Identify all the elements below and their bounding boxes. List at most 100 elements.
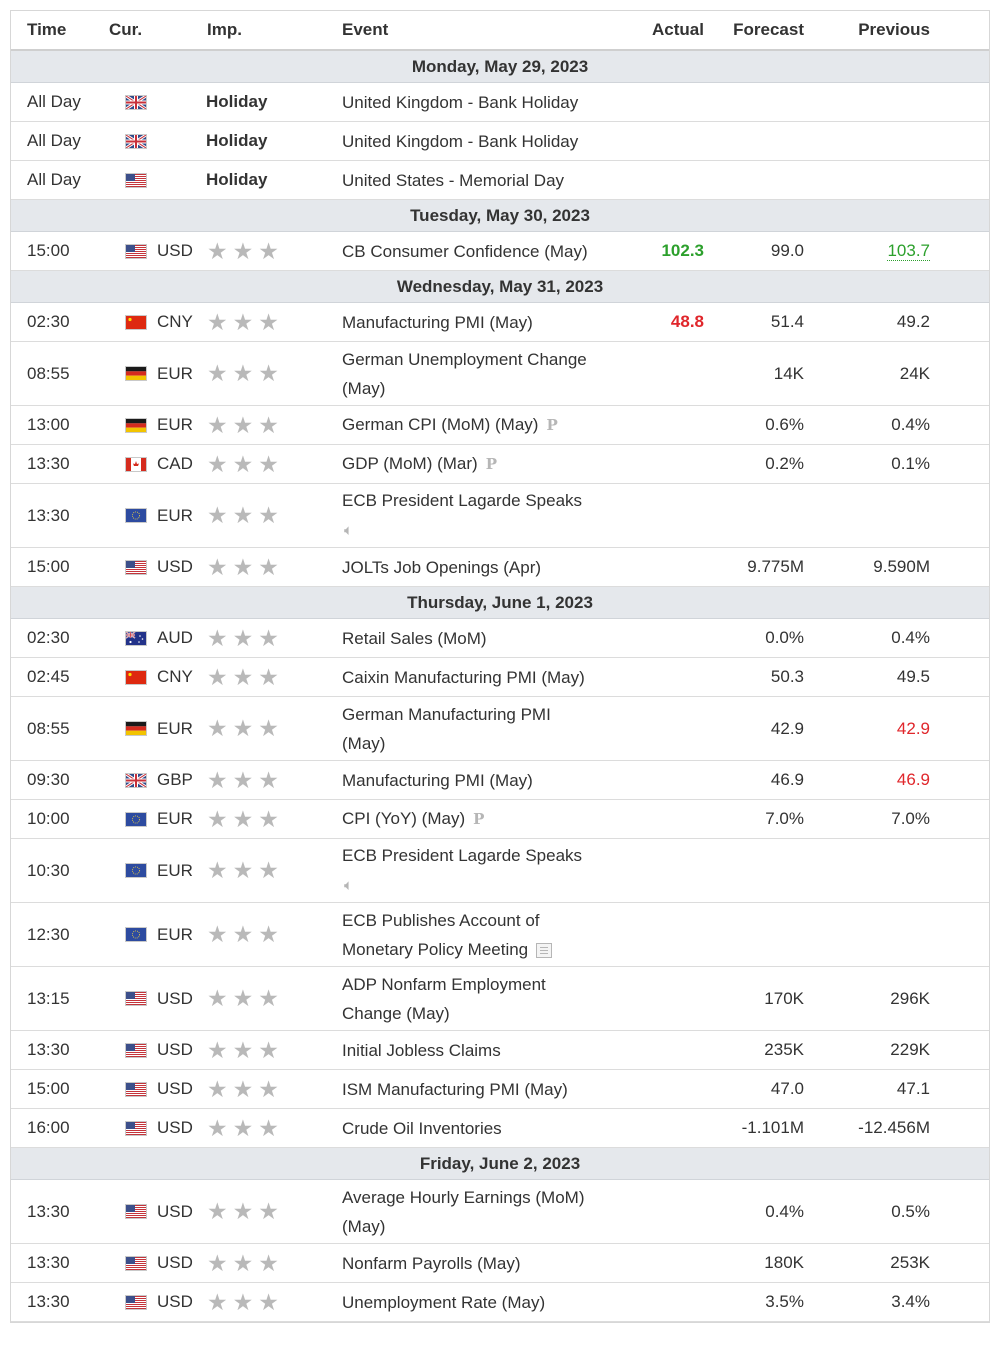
table-row[interactable]: 15:00 USD ★ ★ ★ ISM Manufacturing PMI (May) 47…: [11, 1070, 989, 1109]
event-name[interactable]: ECB Publishes Account of Monetary Policy …: [342, 906, 626, 964]
event-name[interactable]: Crude Oil Inventories: [342, 1114, 626, 1143]
table-row[interactable]: 02:45 CNY ★ ★ ★ Caixin Manufacturing PMI (May…: [11, 658, 989, 697]
table-row[interactable]: 13:30 USD ★ ★ ★ Unemployment Rate (May) 3.5% 3.…: [11, 1283, 989, 1322]
event-text: ECB President Lagarde Speaks: [342, 846, 583, 865]
event-name[interactable]: United States - Memorial Day: [342, 166, 626, 195]
event-time: 02:45: [27, 667, 70, 686]
importance-cell: ★ ★ ★: [207, 308, 342, 335]
event-name[interactable]: Average Hourly Earnings (MoM) (May): [342, 1183, 626, 1241]
event-name[interactable]: German Unemployment Change (May): [342, 345, 626, 403]
header-currency[interactable]: Cur.: [109, 20, 143, 39]
table-row[interactable]: 13:30 USD ★ ★ ★ Average Hourly Earnings (MoM)…: [11, 1180, 989, 1244]
currency-cell: USD: [109, 1292, 207, 1312]
actual-value: 102.3: [661, 241, 704, 260]
header-event[interactable]: Event: [342, 20, 389, 39]
speaker-icon[interactable]: 🔈︎: [344, 876, 354, 894]
preliminary-icon[interactable]: P: [546, 416, 558, 434]
currency-code: EUR: [157, 718, 193, 738]
event-name[interactable]: German CPI (MoM) (May) P: [342, 410, 626, 440]
event-name[interactable]: ADP Nonfarm Employment Change (May): [342, 970, 626, 1028]
event-name[interactable]: United Kingdom - Bank Holiday: [342, 88, 626, 117]
event-time: All Day: [27, 92, 81, 111]
table-row[interactable]: All Day Holiday United Kingdom - Bank Holi…: [11, 122, 989, 161]
star-icon: ★: [207, 766, 228, 793]
event-name-line: CB Consumer Confidence (May): [342, 237, 620, 266]
event-name[interactable]: CB Consumer Confidence (May): [342, 237, 626, 266]
preliminary-icon[interactable]: P: [485, 455, 497, 473]
currency-cell: USD: [109, 241, 207, 261]
table-row[interactable]: 16:00 USD ★ ★ ★ Crude Oil Inventories -1.101M -…: [11, 1109, 989, 1148]
table-row[interactable]: 12:30 EUR ★ ★ ★ ECB Publishes Account of Monet…: [11, 903, 989, 967]
calendar-body: Monday, May 29, 2023 All Day Holiday United…: [11, 51, 989, 1322]
star-icon: ★: [232, 502, 254, 528]
header-time[interactable]: Time: [27, 20, 67, 39]
event-name-line: (May): [342, 1212, 620, 1241]
currency-cell: EUR: [109, 809, 207, 829]
table-row[interactable]: 02:30 CNY ★ ★ ★ Manufacturing PMI (May) 48.8 51…: [11, 303, 989, 342]
event-name[interactable]: Manufacturing PMI (May): [342, 766, 626, 795]
event-name[interactable]: Caixin Manufacturing PMI (May): [342, 663, 626, 692]
table-row[interactable]: 13:15 USD ★ ★ ★ ADP Nonfarm Employment Change …: [11, 967, 989, 1031]
importance-cell: ★ ★ ★: [207, 362, 342, 385]
document-icon[interactable]: [536, 942, 553, 958]
table-row[interactable]: 08:55 EUR ★ ★ ★ German Manufacturing PMI (May)…: [11, 697, 989, 761]
event-name[interactable]: United Kingdom - Bank Holiday: [342, 127, 626, 156]
event-name[interactable]: German Manufacturing PMI (May): [342, 700, 626, 758]
event-name[interactable]: Retail Sales (MoM): [342, 624, 626, 653]
event-text: Manufacturing PMI (May): [342, 770, 533, 790]
importance-cell: ★ ★ ★: [207, 1290, 342, 1314]
previous-value-text: -12.456M: [858, 1118, 930, 1137]
table-row[interactable]: 15:00 USD ★ ★ ★ JOLTs Job Openings (Apr) 9.775…: [11, 548, 989, 587]
event-name[interactable]: Initial Jobless Claims: [342, 1036, 626, 1065]
table-row[interactable]: 13:30 CAD ★ ★ ★ GDP (MoM) (Mar) P 0.2% 0.1%: [11, 445, 989, 484]
table-row[interactable]: 13:30 USD ★ ★ ★ Initial Jobless Claims 235K 229…: [11, 1031, 989, 1070]
event-name[interactable]: Unemployment Rate (May): [342, 1288, 626, 1317]
star-icon: ★: [207, 1075, 228, 1102]
table-row[interactable]: 02:30 AUD ★ ★ ★ Retail Sales (MoM) 0.0% 0.4%: [11, 619, 989, 658]
event-name[interactable]: Manufacturing PMI (May): [342, 308, 626, 337]
event-name[interactable]: ECB President Lagarde Speaks 🔈︎: [342, 841, 626, 900]
star-icon: ★: [207, 308, 228, 335]
table-row[interactable]: 10:00 EUR ★ ★ ★ CPI (YoY) (May) P 7.0% 7.0%: [11, 800, 989, 839]
currency-code: EUR: [157, 924, 193, 944]
event-time: 02:30: [27, 628, 70, 647]
header-forecast[interactable]: Forecast: [733, 20, 804, 39]
event-name-line: Unemployment Rate (May): [342, 1288, 620, 1317]
previous-value-text: 42.9: [896, 718, 930, 738]
event-name[interactable]: ECB President Lagarde Speaks 🔈︎: [342, 486, 626, 545]
event-name[interactable]: Nonfarm Payrolls (May): [342, 1249, 626, 1278]
de-flag-icon: [125, 721, 147, 736]
event-text: Initial Jobless Claims: [342, 1040, 501, 1060]
event-time: 13:30: [27, 1292, 70, 1311]
table-row[interactable]: 08:55 EUR ★ ★ ★ German Unemployment Change (Ma…: [11, 342, 989, 406]
table-row[interactable]: All Day Holiday United States - Memorial D…: [11, 161, 989, 200]
currency-cell: USD: [109, 1040, 207, 1060]
table-row[interactable]: 09:30 GBP ★ ★ ★ Manufacturing PMI (May) 46.9 46…: [11, 761, 989, 800]
event-name[interactable]: ISM Manufacturing PMI (May): [342, 1075, 626, 1104]
star-icon: ★: [232, 1075, 254, 1102]
star-icon: ★: [258, 624, 279, 651]
event-name[interactable]: JOLTs Job Openings (Apr): [342, 553, 626, 582]
table-row[interactable]: 13:30 USD ★ ★ ★ Nonfarm Payrolls (May) 180K 253…: [11, 1244, 989, 1283]
table-row[interactable]: 13:30 EUR ★ ★ ★ ECB President Lagarde Speaks 🔈…: [11, 484, 989, 548]
previous-value: 47.1: [804, 1079, 930, 1099]
event-name-line: German Manufacturing PMI: [342, 700, 620, 729]
forecast-value: 47.0: [770, 1079, 804, 1098]
event-name[interactable]: CPI (YoY) (May) P: [342, 804, 626, 834]
table-row[interactable]: All Day Holiday United Kingdom - Bank Holi…: [11, 83, 989, 122]
speaker-icon[interactable]: 🔈︎: [344, 521, 354, 539]
forecast-value: 170K: [764, 988, 804, 1008]
preliminary-icon[interactable]: P: [473, 810, 485, 828]
currency-cell: EUR: [109, 861, 207, 881]
header-previous[interactable]: Previous: [858, 20, 930, 39]
star-icon: ★: [207, 921, 228, 947]
table-row[interactable]: 15:00 USD ★ ★ ★ CB Consumer Confidence (May) 1…: [11, 232, 989, 271]
event-name[interactable]: GDP (MoM) (Mar) P: [342, 449, 626, 479]
star-icon: ★: [232, 715, 254, 741]
table-row[interactable]: 10:30 EUR ★ ★ ★ ECB President Lagarde Speaks 🔈…: [11, 839, 989, 903]
table-row[interactable]: 13:00 EUR ★ ★ ★ German CPI (MoM) (May) P 0.6% 0.…: [11, 406, 989, 445]
importance-cell: ★ ★ ★: [207, 923, 342, 946]
previous-value-text: 3.4%: [891, 1292, 930, 1311]
header-actual[interactable]: Actual: [652, 20, 704, 39]
header-importance[interactable]: Imp.: [207, 20, 242, 39]
